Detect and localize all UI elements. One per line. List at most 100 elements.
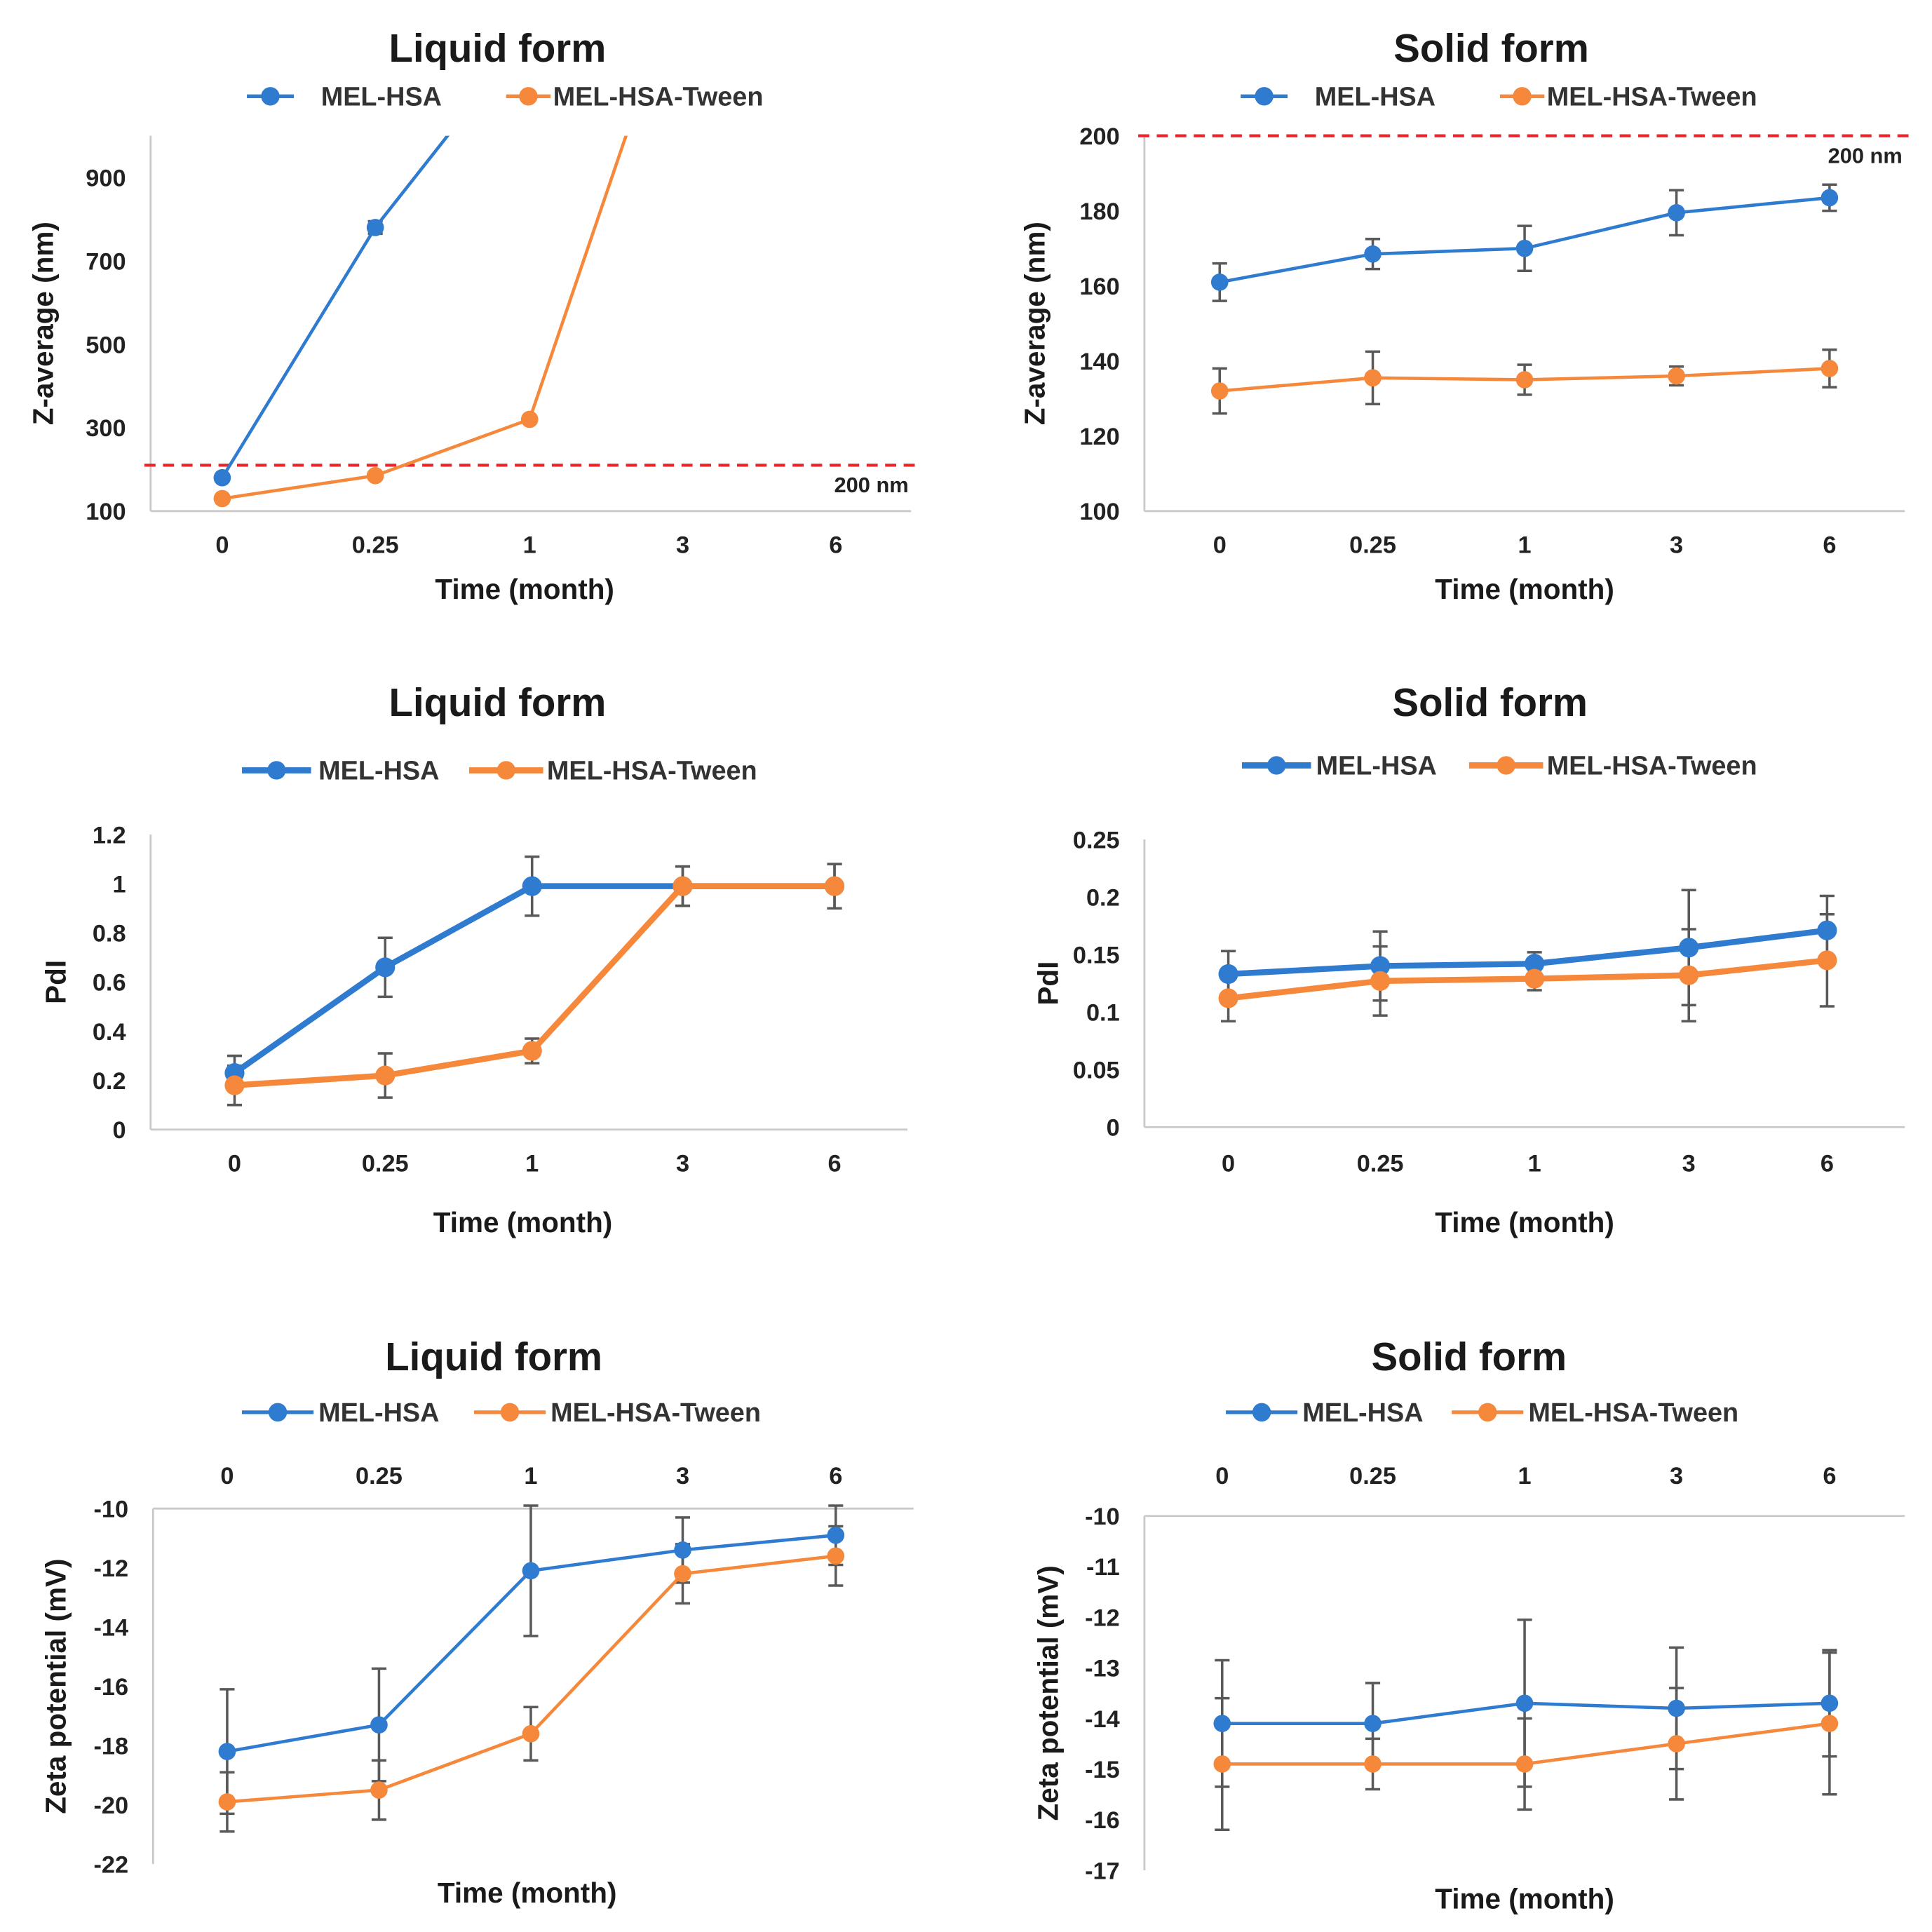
data-point-mel-hsa-tween <box>1218 988 1238 1008</box>
data-point-mel-hsa-tween <box>1679 965 1699 985</box>
y-tick-label: 0.05 <box>1073 1058 1120 1084</box>
chart-panel-zeta_liquid: Liquid form MEL-HSA MEL-HSA-Tween -22 -20 -18… <box>39 1335 914 1909</box>
legend-marker-1 <box>496 761 515 780</box>
x-tick-label: 0.25 <box>352 532 399 559</box>
legend-label-0: MEL-HSA <box>1302 1398 1423 1428</box>
data-point-mel-hsa-tween <box>213 489 231 508</box>
data-point-mel-hsa <box>1820 1694 1839 1713</box>
x-tick-label: 3 <box>676 1463 689 1489</box>
data-point-mel-hsa <box>1515 1694 1534 1713</box>
x-axis-label: Time (month) <box>433 1206 613 1238</box>
x-tick-label: 6 <box>827 1151 841 1177</box>
data-point-mel-hsa-tween <box>1820 1715 1839 1732</box>
data-point-mel-hsa <box>1515 239 1534 257</box>
y-tick-label: 0.6 <box>93 970 126 997</box>
data-point-mel-hsa <box>1668 204 1685 222</box>
legend-marker-0 <box>1267 756 1286 775</box>
legend-marker-0 <box>267 761 286 780</box>
y-tick-label: 0 <box>1107 1115 1120 1142</box>
legend-label-0: MEL-HSA <box>1315 83 1436 112</box>
data-point-mel-hsa-tween <box>375 1065 396 1086</box>
data-point-mel-hsa <box>1213 1715 1231 1732</box>
data-point-mel-hsa-tween <box>224 1075 245 1095</box>
series-group <box>1218 889 1837 1023</box>
legend-marker-0 <box>1255 87 1274 106</box>
x-tick-label: 0 <box>1215 1463 1229 1489</box>
y-axis-label: Zeta potential (mV) <box>39 1559 72 1814</box>
legend-label-1: MEL-HSA-Tween <box>1528 1398 1738 1428</box>
data-point-mel-hsa-tween <box>1364 1755 1382 1773</box>
y-tick-label: 1.2 <box>93 822 126 849</box>
data-point-mel-hsa <box>1364 1715 1382 1732</box>
legend-label-1: MEL-HSA-Tween <box>550 1398 761 1428</box>
legend-label-0: MEL-HSA <box>318 1398 439 1428</box>
x-tick-label: 3 <box>1670 532 1683 559</box>
y-tick-label: -15 <box>1085 1757 1120 1783</box>
data-point-mel-hsa-tween <box>1820 360 1839 377</box>
data-point-mel-hsa <box>1218 964 1238 985</box>
data-point-mel-hsa-tween <box>1210 382 1229 400</box>
legend-label-0: MEL-HSA <box>1316 752 1437 781</box>
x-tick-label: 0 <box>1213 532 1227 559</box>
series-group <box>218 1504 845 1833</box>
x-tick-label: 0 <box>220 1463 234 1489</box>
y-tick-label: -22 <box>93 1852 128 1879</box>
x-tick-label: 0 <box>228 1151 241 1177</box>
data-point-mel-hsa <box>674 1541 691 1559</box>
y-tick-label: -16 <box>1085 1807 1120 1834</box>
x-tick-label: 6 <box>829 532 842 559</box>
data-point-mel-hsa-tween <box>1515 1755 1534 1773</box>
legend-label-1: MEL-HSA-Tween <box>547 757 757 786</box>
series-group <box>213 135 628 508</box>
x-tick-label: 0.25 <box>356 1463 403 1489</box>
x-tick-label: 0 <box>215 532 229 559</box>
x-tick-label: 6 <box>1823 1463 1836 1489</box>
y-tick-label: -18 <box>93 1734 128 1760</box>
y-tick-label: 100 <box>1079 499 1119 525</box>
data-point-mel-hsa-tween <box>522 1724 540 1743</box>
x-tick-label: 3 <box>676 1151 689 1177</box>
y-tick-label: 200 <box>1079 123 1119 150</box>
x-tick-label: 0.25 <box>1349 1463 1396 1489</box>
data-point-mel-hsa-tween <box>824 876 845 896</box>
y-tick-label: 0.2 <box>93 1068 126 1095</box>
data-point-mel-hsa <box>213 468 231 487</box>
data-point-mel-hsa-tween <box>1213 1755 1231 1773</box>
legend-marker-0 <box>1252 1403 1271 1422</box>
legend: MEL-HSA MEL-HSA-Tween <box>1226 1398 1738 1428</box>
data-point-mel-hsa-tween <box>1370 971 1391 991</box>
x-tick-label: 1 <box>1528 1151 1541 1177</box>
y-tick-label: 900 <box>86 165 126 191</box>
y-tick-label: 0 <box>112 1117 126 1144</box>
y-axis-label: Z-average (nm) <box>27 222 60 425</box>
data-point-mel-hsa-tween <box>366 466 384 485</box>
legend-label-0: MEL-HSA <box>321 83 442 112</box>
x-tick-label: 3 <box>1682 1151 1696 1177</box>
chart-title: Solid form <box>1393 680 1588 724</box>
data-point-mel-hsa <box>218 1743 236 1760</box>
y-tick-label: -20 <box>93 1792 128 1819</box>
y-tick-label: 1 <box>112 871 126 898</box>
chart-title: Solid form <box>1393 26 1589 70</box>
y-axis-label: Zeta potential (mV) <box>1032 1565 1065 1820</box>
chart-panel-zeta_solid: Solid form MEL-HSA MEL-HSA-Tween -17 -16 -15 -… <box>1032 1335 1905 1915</box>
data-point-mel-hsa <box>1679 938 1699 958</box>
y-tick-label: 0.8 <box>93 921 126 947</box>
legend: MEL-HSA MEL-HSA-Tween <box>242 1398 761 1428</box>
x-axis-label: Time (month) <box>438 1877 617 1909</box>
y-tick-label: 0.1 <box>1086 999 1120 1026</box>
x-axis-label: Time (month) <box>1435 1206 1614 1238</box>
y-tick-label: 500 <box>86 332 126 358</box>
data-point-mel-hsa <box>1820 189 1839 207</box>
y-tick-label: 160 <box>1079 273 1119 300</box>
data-point-mel-hsa <box>366 219 384 236</box>
x-tick-label: 6 <box>829 1463 842 1489</box>
data-point-mel-hsa-tween <box>370 1781 388 1799</box>
y-tick-label: -12 <box>93 1555 128 1582</box>
y-tick-label: 0.25 <box>1073 827 1120 853</box>
data-point-mel-hsa <box>1525 954 1545 974</box>
x-tick-label: 0 <box>1222 1151 1235 1177</box>
x-tick-label: 0.25 <box>1357 1151 1404 1177</box>
legend-marker-1 <box>1478 1403 1497 1422</box>
x-tick-label: 6 <box>1820 1151 1834 1177</box>
